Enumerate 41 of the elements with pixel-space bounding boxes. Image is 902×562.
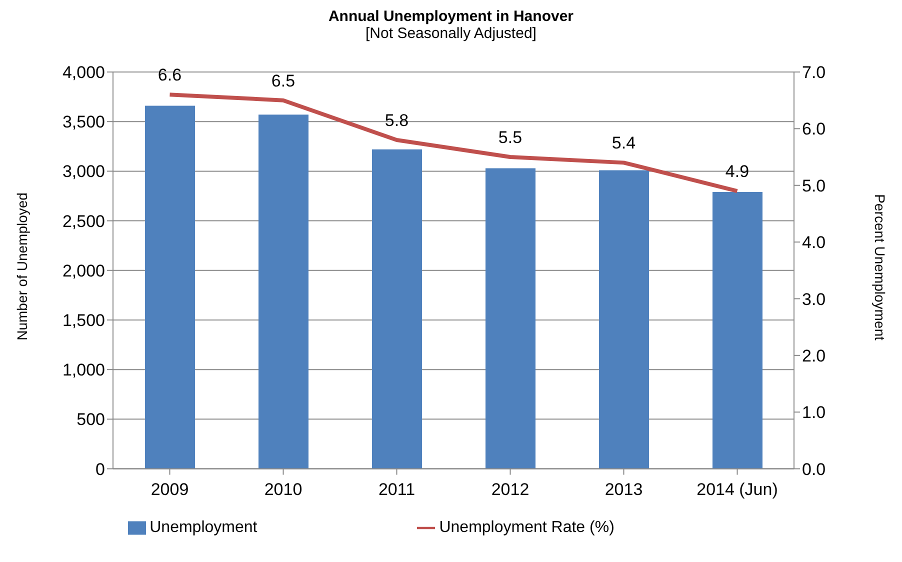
legend-label: Unemployment Rate (%) xyxy=(439,519,614,536)
x-tick-label: 2011 xyxy=(378,480,416,499)
y-tick-label: 4,000 xyxy=(62,63,105,82)
bar xyxy=(712,192,762,469)
y-tick-label: 500 xyxy=(76,410,105,430)
legend-label: Unemployment xyxy=(150,519,258,536)
data-label: 5.4 xyxy=(612,134,636,153)
chart-title: Annual Unemployment in Hanover xyxy=(327,8,575,25)
y2-tick-label: 4.0 xyxy=(802,233,826,252)
y-tick-label: 2,000 xyxy=(62,261,105,280)
data-label: 5.5 xyxy=(498,128,522,148)
y2-tick-label: 1.0 xyxy=(802,403,826,422)
bar xyxy=(372,149,422,469)
y2-tick-label: 2.0 xyxy=(802,346,826,366)
bar xyxy=(258,114,308,469)
y-tick-label: 0 xyxy=(96,460,105,479)
data-label: 6.6 xyxy=(158,66,182,85)
x-tick-label: 2013 xyxy=(604,480,643,499)
x-tick-label: 2010 xyxy=(264,480,302,499)
y-tick-label: 2,500 xyxy=(62,212,105,231)
bar xyxy=(599,170,649,469)
data-label: 5.8 xyxy=(384,111,409,130)
x-tick-label: 2014 (Jun) xyxy=(696,480,778,499)
y-tick-label: 1,000 xyxy=(62,360,105,380)
y2-tick-label: 6.0 xyxy=(802,120,826,139)
bar xyxy=(145,106,195,469)
y2-tick-label: 5.0 xyxy=(802,176,826,196)
bar xyxy=(486,168,536,469)
y-tick-label: 1,500 xyxy=(62,311,105,330)
y2-tick-label: 7.0 xyxy=(802,63,826,82)
data-label: 6.5 xyxy=(271,71,296,90)
data-label: 4.9 xyxy=(725,162,750,182)
y-axis-title: Number of Unemployed xyxy=(14,192,30,340)
y2-tick-label: 0.0 xyxy=(802,460,826,479)
chart-subtitle: [Not Seasonally Adjusted] xyxy=(364,25,538,42)
x-tick-label: 2012 xyxy=(491,480,530,499)
y-tick-label: 3,500 xyxy=(62,112,105,132)
y2-tick-label: 3.0 xyxy=(802,290,826,309)
x-tick-label: 2009 xyxy=(150,480,189,499)
y2-axis-title: Percent Unemployment xyxy=(872,194,888,340)
y-tick-label: 3,000 xyxy=(62,162,105,182)
